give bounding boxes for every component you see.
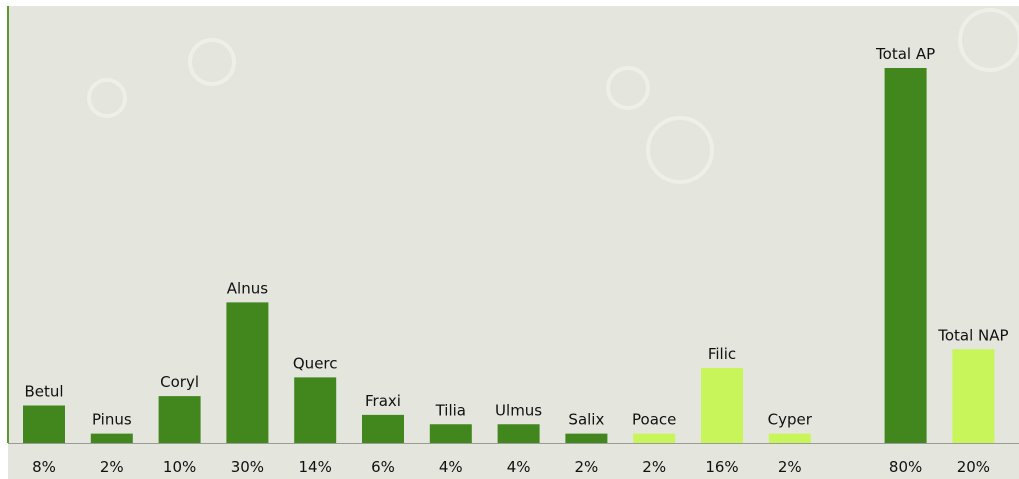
bar bbox=[701, 368, 743, 443]
bar-name: Cyper bbox=[768, 411, 813, 429]
decor bbox=[87, 8, 1019, 184]
bar-name: Salix bbox=[568, 411, 604, 429]
bar bbox=[633, 433, 676, 443]
bar-name: Pinus bbox=[92, 411, 132, 429]
bar-name: Total NAP bbox=[937, 326, 1008, 344]
value-label: 10% bbox=[163, 458, 196, 476]
bar-name: Ulmus bbox=[495, 401, 542, 419]
bar bbox=[90, 433, 133, 443]
value-label: 30% bbox=[231, 458, 264, 476]
bar bbox=[497, 424, 540, 443]
bar-name: Alnus bbox=[227, 279, 268, 297]
bar bbox=[158, 396, 201, 443]
bar-name: Poace bbox=[632, 411, 676, 429]
value-label: 16% bbox=[705, 458, 738, 476]
bar bbox=[294, 377, 337, 443]
value-label: 8% bbox=[32, 458, 56, 476]
value-label: 4% bbox=[439, 458, 463, 476]
bar-name: Filic bbox=[708, 345, 736, 363]
bar bbox=[23, 405, 65, 443]
bar bbox=[768, 433, 811, 443]
bar-name: Fraxi bbox=[365, 392, 401, 410]
value-label: 2% bbox=[778, 458, 802, 476]
value-label: 80% bbox=[889, 458, 922, 476]
value-label: 4% bbox=[507, 458, 531, 476]
value-label: 2% bbox=[642, 458, 666, 476]
value-label: 2% bbox=[100, 458, 124, 476]
bar-name: Coryl bbox=[160, 373, 199, 391]
bar-name: Betul bbox=[24, 383, 63, 401]
bar bbox=[884, 68, 927, 443]
bar bbox=[226, 302, 269, 443]
bar-name: Tilia bbox=[435, 401, 466, 419]
value-label: 6% bbox=[371, 458, 395, 476]
bar-name: Total AP bbox=[875, 45, 935, 63]
bar bbox=[429, 424, 472, 443]
bar bbox=[565, 433, 608, 443]
value-label: 14% bbox=[299, 458, 332, 476]
bar bbox=[952, 349, 995, 443]
bar bbox=[362, 414, 404, 443]
bar-name: Querc bbox=[293, 354, 338, 372]
value-label: 2% bbox=[575, 458, 599, 476]
value-label: 20% bbox=[957, 458, 990, 476]
